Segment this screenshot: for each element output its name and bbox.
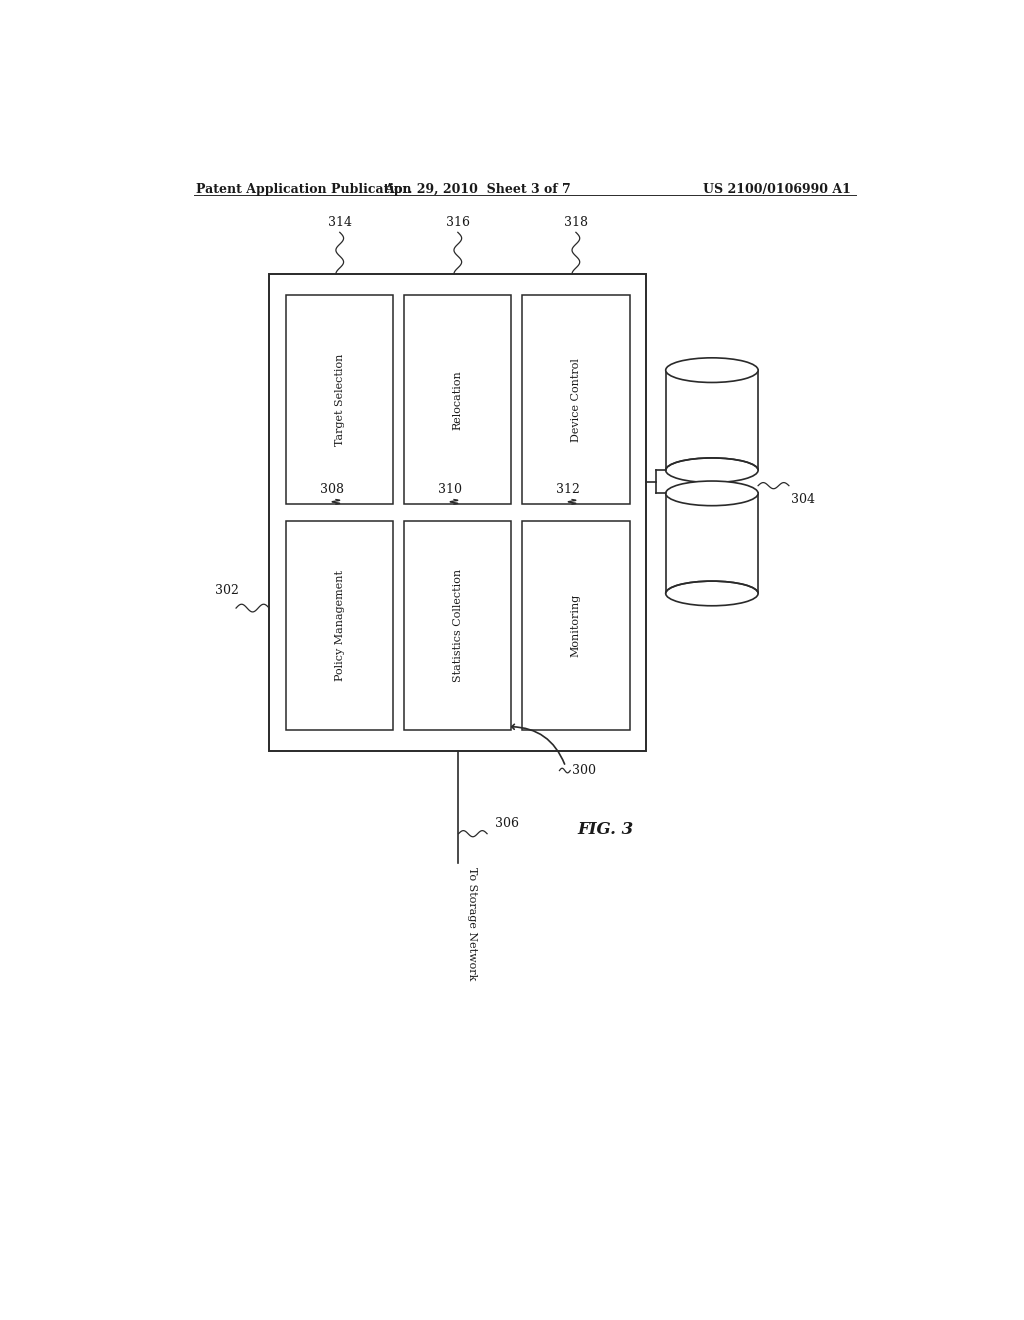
Text: Policy Management: Policy Management xyxy=(335,570,345,681)
Bar xyxy=(522,296,630,504)
Text: Relocation: Relocation xyxy=(453,370,463,430)
Text: 304: 304 xyxy=(792,494,815,507)
Bar xyxy=(269,275,646,751)
Bar xyxy=(286,296,393,504)
Text: 306: 306 xyxy=(495,817,519,830)
Ellipse shape xyxy=(667,458,758,482)
Text: 310: 310 xyxy=(438,483,462,496)
Text: 314: 314 xyxy=(328,216,351,230)
Text: 308: 308 xyxy=(321,483,344,496)
Bar xyxy=(666,494,758,594)
Text: FIG. 3: FIG. 3 xyxy=(578,821,634,838)
Text: 300: 300 xyxy=(571,764,596,777)
Ellipse shape xyxy=(666,480,758,506)
Text: Target Selection: Target Selection xyxy=(335,354,345,446)
Text: Apr. 29, 2010  Sheet 3 of 7: Apr. 29, 2010 Sheet 3 of 7 xyxy=(384,183,570,197)
Text: Statistics Collection: Statistics Collection xyxy=(453,569,463,682)
Text: 316: 316 xyxy=(445,216,470,230)
Ellipse shape xyxy=(666,358,758,383)
Ellipse shape xyxy=(666,458,758,483)
Ellipse shape xyxy=(666,581,758,606)
Bar xyxy=(404,296,511,504)
Text: 312: 312 xyxy=(556,483,581,496)
Text: 318: 318 xyxy=(564,216,588,230)
Ellipse shape xyxy=(667,582,758,606)
Bar xyxy=(666,370,758,470)
Text: Device Control: Device Control xyxy=(570,358,581,442)
Bar xyxy=(404,521,511,730)
Text: To Storage Network: To Storage Network xyxy=(467,867,477,981)
Text: 302: 302 xyxy=(215,583,239,597)
Bar xyxy=(522,521,630,730)
Text: US 2100/0106990 A1: US 2100/0106990 A1 xyxy=(702,183,851,197)
Text: Monitoring: Monitoring xyxy=(570,594,581,657)
Text: Patent Application Publication: Patent Application Publication xyxy=(196,183,412,197)
Bar xyxy=(286,521,393,730)
